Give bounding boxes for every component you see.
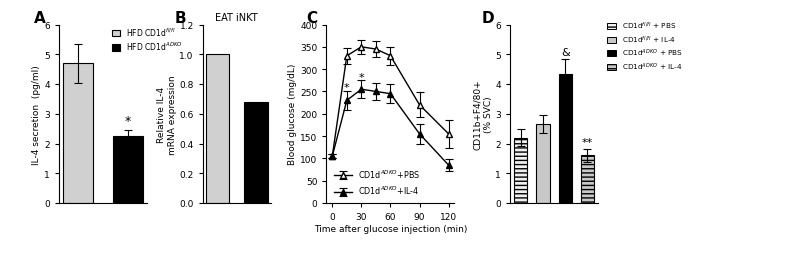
Text: C: C bbox=[306, 11, 317, 26]
Text: **: ** bbox=[582, 137, 593, 148]
Legend: HFD CD1d$^{fl/fl}$, HFD CD1d$^{ADKO}$: HFD CD1d$^{fl/fl}$, HFD CD1d$^{ADKO}$ bbox=[111, 26, 183, 54]
Bar bbox=[581, 156, 594, 203]
Legend: CD1d$^{fl/fl}$ + PBS, CD1d$^{fl/fl}$ + IL-4, CD1d$^{ADKO}$ + PBS, CD1d$^{ADKO}$ : CD1d$^{fl/fl}$ + PBS, CD1d$^{fl/fl}$ + I… bbox=[606, 20, 684, 73]
Text: B: B bbox=[174, 11, 186, 26]
Text: *: * bbox=[125, 115, 131, 128]
Bar bbox=[113, 137, 143, 203]
Text: *: * bbox=[344, 83, 349, 93]
Text: D: D bbox=[482, 11, 495, 26]
Y-axis label: CD11b+F4/80+
(% SVC): CD11b+F4/80+ (% SVC) bbox=[473, 79, 493, 149]
Text: &: & bbox=[561, 47, 570, 57]
Bar bbox=[245, 102, 268, 203]
Bar bbox=[63, 64, 93, 203]
Legend: CD1d$^{ADKO}$+PBS, CD1d$^{ADKO}$+IL-4: CD1d$^{ADKO}$+PBS, CD1d$^{ADKO}$+IL-4 bbox=[333, 167, 421, 197]
Bar bbox=[206, 55, 229, 203]
Y-axis label: Relative IL-4
mRNA expression: Relative IL-4 mRNA expression bbox=[157, 75, 176, 154]
Y-axis label: IL-4 secretion  (pg/ml): IL-4 secretion (pg/ml) bbox=[32, 65, 42, 164]
Bar bbox=[559, 74, 572, 203]
Text: A: A bbox=[35, 11, 46, 26]
Text: *: * bbox=[359, 73, 364, 83]
Y-axis label: Blood glucose (mg/dL): Blood glucose (mg/dL) bbox=[288, 64, 297, 165]
Title: EAT iNKT: EAT iNKT bbox=[216, 13, 258, 23]
Bar bbox=[514, 138, 527, 203]
Bar bbox=[537, 125, 549, 203]
X-axis label: Time after glucose injection (min): Time after glucose injection (min) bbox=[314, 224, 467, 233]
